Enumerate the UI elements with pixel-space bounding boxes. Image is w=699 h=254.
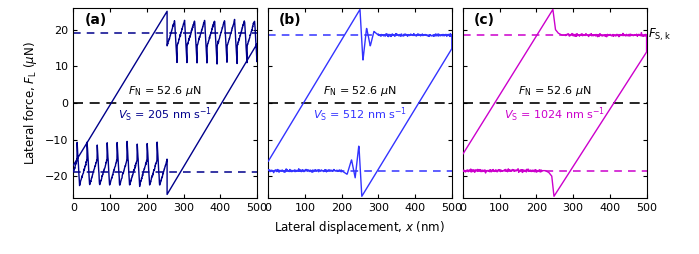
Text: $\mathit{V}_\mathrm{S}$ = 1024 nm s$^{-1}$: $\mathit{V}_\mathrm{S}$ = 1024 nm s$^{-1… [504, 105, 605, 123]
Text: $\mathit{F}_\mathrm{N}$ = 52.6 $\mu$N: $\mathit{F}_\mathrm{N}$ = 52.6 $\mu$N [518, 84, 591, 99]
Text: (a): (a) [85, 13, 107, 27]
Text: $\mathit{F}_\mathrm{N}$ = 52.6 $\mu$N: $\mathit{F}_\mathrm{N}$ = 52.6 $\mu$N [323, 84, 397, 99]
Text: (c): (c) [474, 13, 495, 27]
X-axis label: Lateral displacement, $x$ (nm): Lateral displacement, $x$ (nm) [275, 218, 445, 235]
Text: $\mathit{V}_\mathrm{S}$ = 512 nm s$^{-1}$: $\mathit{V}_\mathrm{S}$ = 512 nm s$^{-1}… [313, 105, 407, 123]
Text: $\mathit{V}_\mathrm{S}$ = 205 nm s$^{-1}$: $\mathit{V}_\mathrm{S}$ = 205 nm s$^{-1}… [118, 105, 212, 123]
Text: (b): (b) [279, 13, 302, 27]
Text: $\mathit{F}_\mathrm{N}$ = 52.6 $\mu$N: $\mathit{F}_\mathrm{N}$ = 52.6 $\mu$N [129, 84, 202, 99]
Y-axis label: Lateral force, $F_\mathrm{L}$ ($\mu$N): Lateral force, $F_\mathrm{L}$ ($\mu$N) [22, 41, 39, 165]
Text: $F_\mathrm{S,k}$: $F_\mathrm{S,k}$ [649, 27, 672, 43]
